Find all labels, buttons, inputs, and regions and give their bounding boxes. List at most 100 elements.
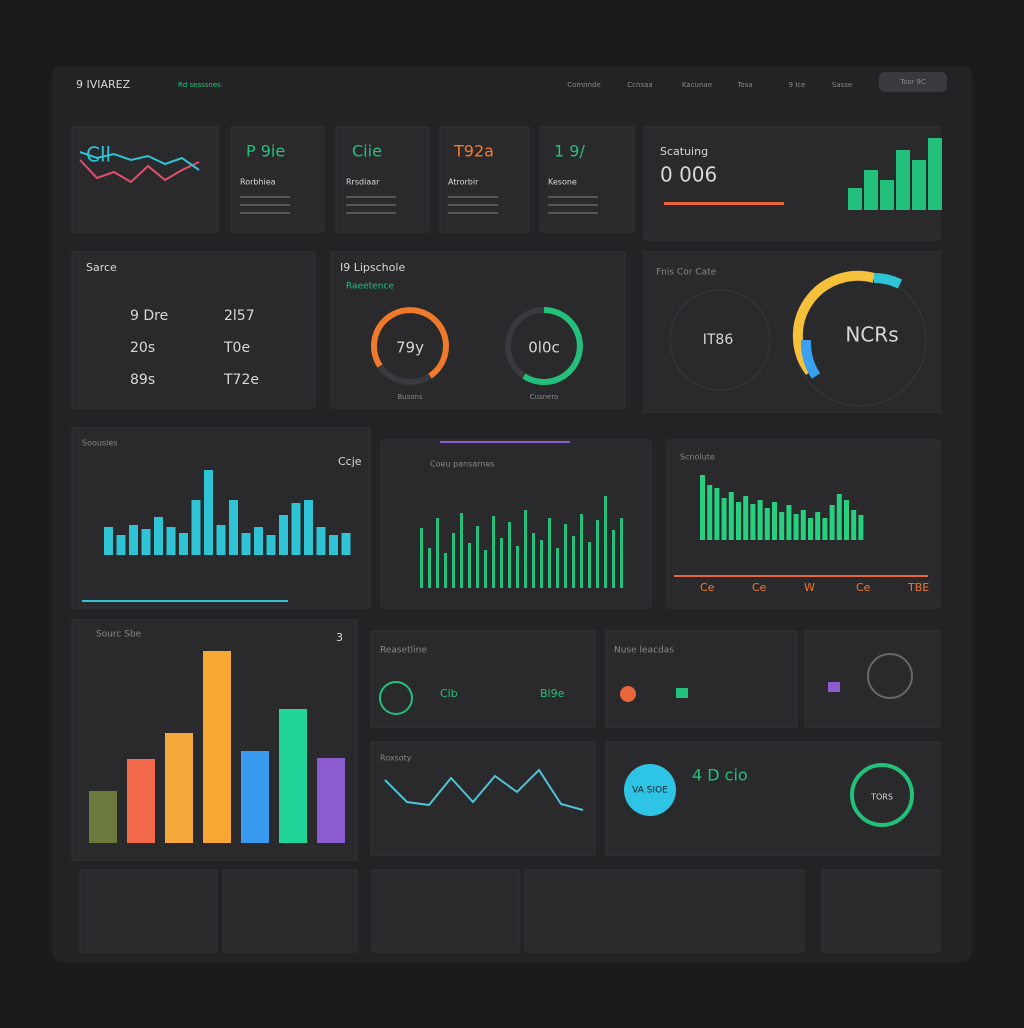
arc xyxy=(792,270,876,376)
title: Soousles xyxy=(82,439,117,448)
bar xyxy=(836,494,842,540)
badge xyxy=(624,764,676,816)
bar xyxy=(436,518,439,588)
bar xyxy=(452,533,455,588)
panel xyxy=(71,126,219,233)
table-cell: T0e xyxy=(223,340,250,356)
bar xyxy=(241,533,251,555)
line xyxy=(79,151,200,171)
bar xyxy=(540,540,543,588)
nav-item[interactable]: 9 Ice xyxy=(789,81,806,89)
gauge-arc xyxy=(522,307,583,385)
bar xyxy=(714,488,720,540)
bar xyxy=(548,518,551,588)
bar xyxy=(516,546,519,588)
panel xyxy=(605,630,798,728)
bar xyxy=(129,525,138,555)
button[interactable] xyxy=(879,72,947,92)
gauge-value: 79y xyxy=(396,339,424,357)
progress xyxy=(82,600,288,602)
footer-label: Ce xyxy=(752,581,767,594)
bar xyxy=(779,512,785,540)
table-cell: 2l57 xyxy=(224,308,255,324)
panel xyxy=(821,869,941,953)
value: 4 D cio xyxy=(692,766,748,785)
text-line xyxy=(346,204,396,206)
bar xyxy=(191,500,201,555)
table-cell: 9 Dre xyxy=(130,308,168,324)
bar xyxy=(484,550,487,588)
arc xyxy=(873,273,903,289)
nav-item[interactable]: Kacunae xyxy=(682,81,712,89)
bar xyxy=(822,518,828,540)
footer-label: W xyxy=(804,581,815,594)
gauge-value: 0l0c xyxy=(528,339,560,357)
nav-item[interactable]: Ccnsaa xyxy=(627,81,652,89)
bar xyxy=(556,548,559,588)
title: Reasetline xyxy=(380,646,427,656)
progress xyxy=(664,202,784,205)
bar xyxy=(317,758,345,843)
item: Bl9e xyxy=(540,687,565,700)
bar xyxy=(460,513,463,588)
gauge-label: Cusnero xyxy=(530,393,559,401)
bar xyxy=(154,517,163,555)
bar xyxy=(572,536,575,588)
bar xyxy=(757,500,763,540)
bar xyxy=(254,527,263,555)
bar xyxy=(216,525,226,555)
bar xyxy=(444,553,447,588)
bar xyxy=(764,508,770,540)
bar xyxy=(721,498,727,540)
bar xyxy=(179,533,188,555)
divider xyxy=(674,575,928,577)
bar xyxy=(229,500,238,555)
nav-item[interactable]: Comnnde xyxy=(567,81,601,89)
nav-item[interactable]: Tosa xyxy=(736,81,752,89)
bar xyxy=(844,500,849,540)
panel xyxy=(439,126,530,233)
stat-label: Rorbhiea xyxy=(240,178,276,187)
line xyxy=(79,159,200,184)
bar xyxy=(116,535,126,555)
button-label[interactable]: Tosr 9C xyxy=(899,78,926,86)
subtitle: Raeetence xyxy=(346,282,394,292)
corner: 3 xyxy=(336,631,343,644)
bar xyxy=(880,180,894,210)
stat-value: Ciie xyxy=(352,142,382,161)
title: Roxsoty xyxy=(380,754,412,763)
bar xyxy=(793,514,799,540)
bar xyxy=(829,505,835,540)
mini-line-title: Cll xyxy=(86,143,111,167)
bar xyxy=(532,533,535,588)
bar xyxy=(204,470,213,555)
bar xyxy=(279,709,307,843)
badge-label: VA SIOE xyxy=(632,786,668,796)
title: Coeu pansarnes xyxy=(430,460,494,469)
bar xyxy=(604,496,607,588)
bar xyxy=(127,759,155,843)
bar xyxy=(580,514,583,588)
text-line xyxy=(548,204,598,206)
bar xyxy=(428,548,431,588)
bar xyxy=(468,543,471,588)
text-line xyxy=(448,196,498,198)
bar xyxy=(596,520,599,588)
bar xyxy=(104,527,113,555)
ring xyxy=(850,763,914,827)
bar xyxy=(492,516,495,588)
table-cell: 89s xyxy=(130,372,155,388)
panel xyxy=(371,869,520,953)
ring xyxy=(669,289,771,391)
text-line xyxy=(548,212,598,214)
bar xyxy=(476,526,479,588)
footer-label: Ce xyxy=(856,581,871,594)
title: Sourc Sbe xyxy=(96,630,142,640)
bar xyxy=(291,503,301,555)
title: Nuse leacdas xyxy=(614,646,674,656)
icon xyxy=(676,688,688,698)
table-cell: T72e xyxy=(223,372,259,388)
bar xyxy=(329,535,338,555)
nav-item[interactable]: Sasse xyxy=(832,81,852,89)
